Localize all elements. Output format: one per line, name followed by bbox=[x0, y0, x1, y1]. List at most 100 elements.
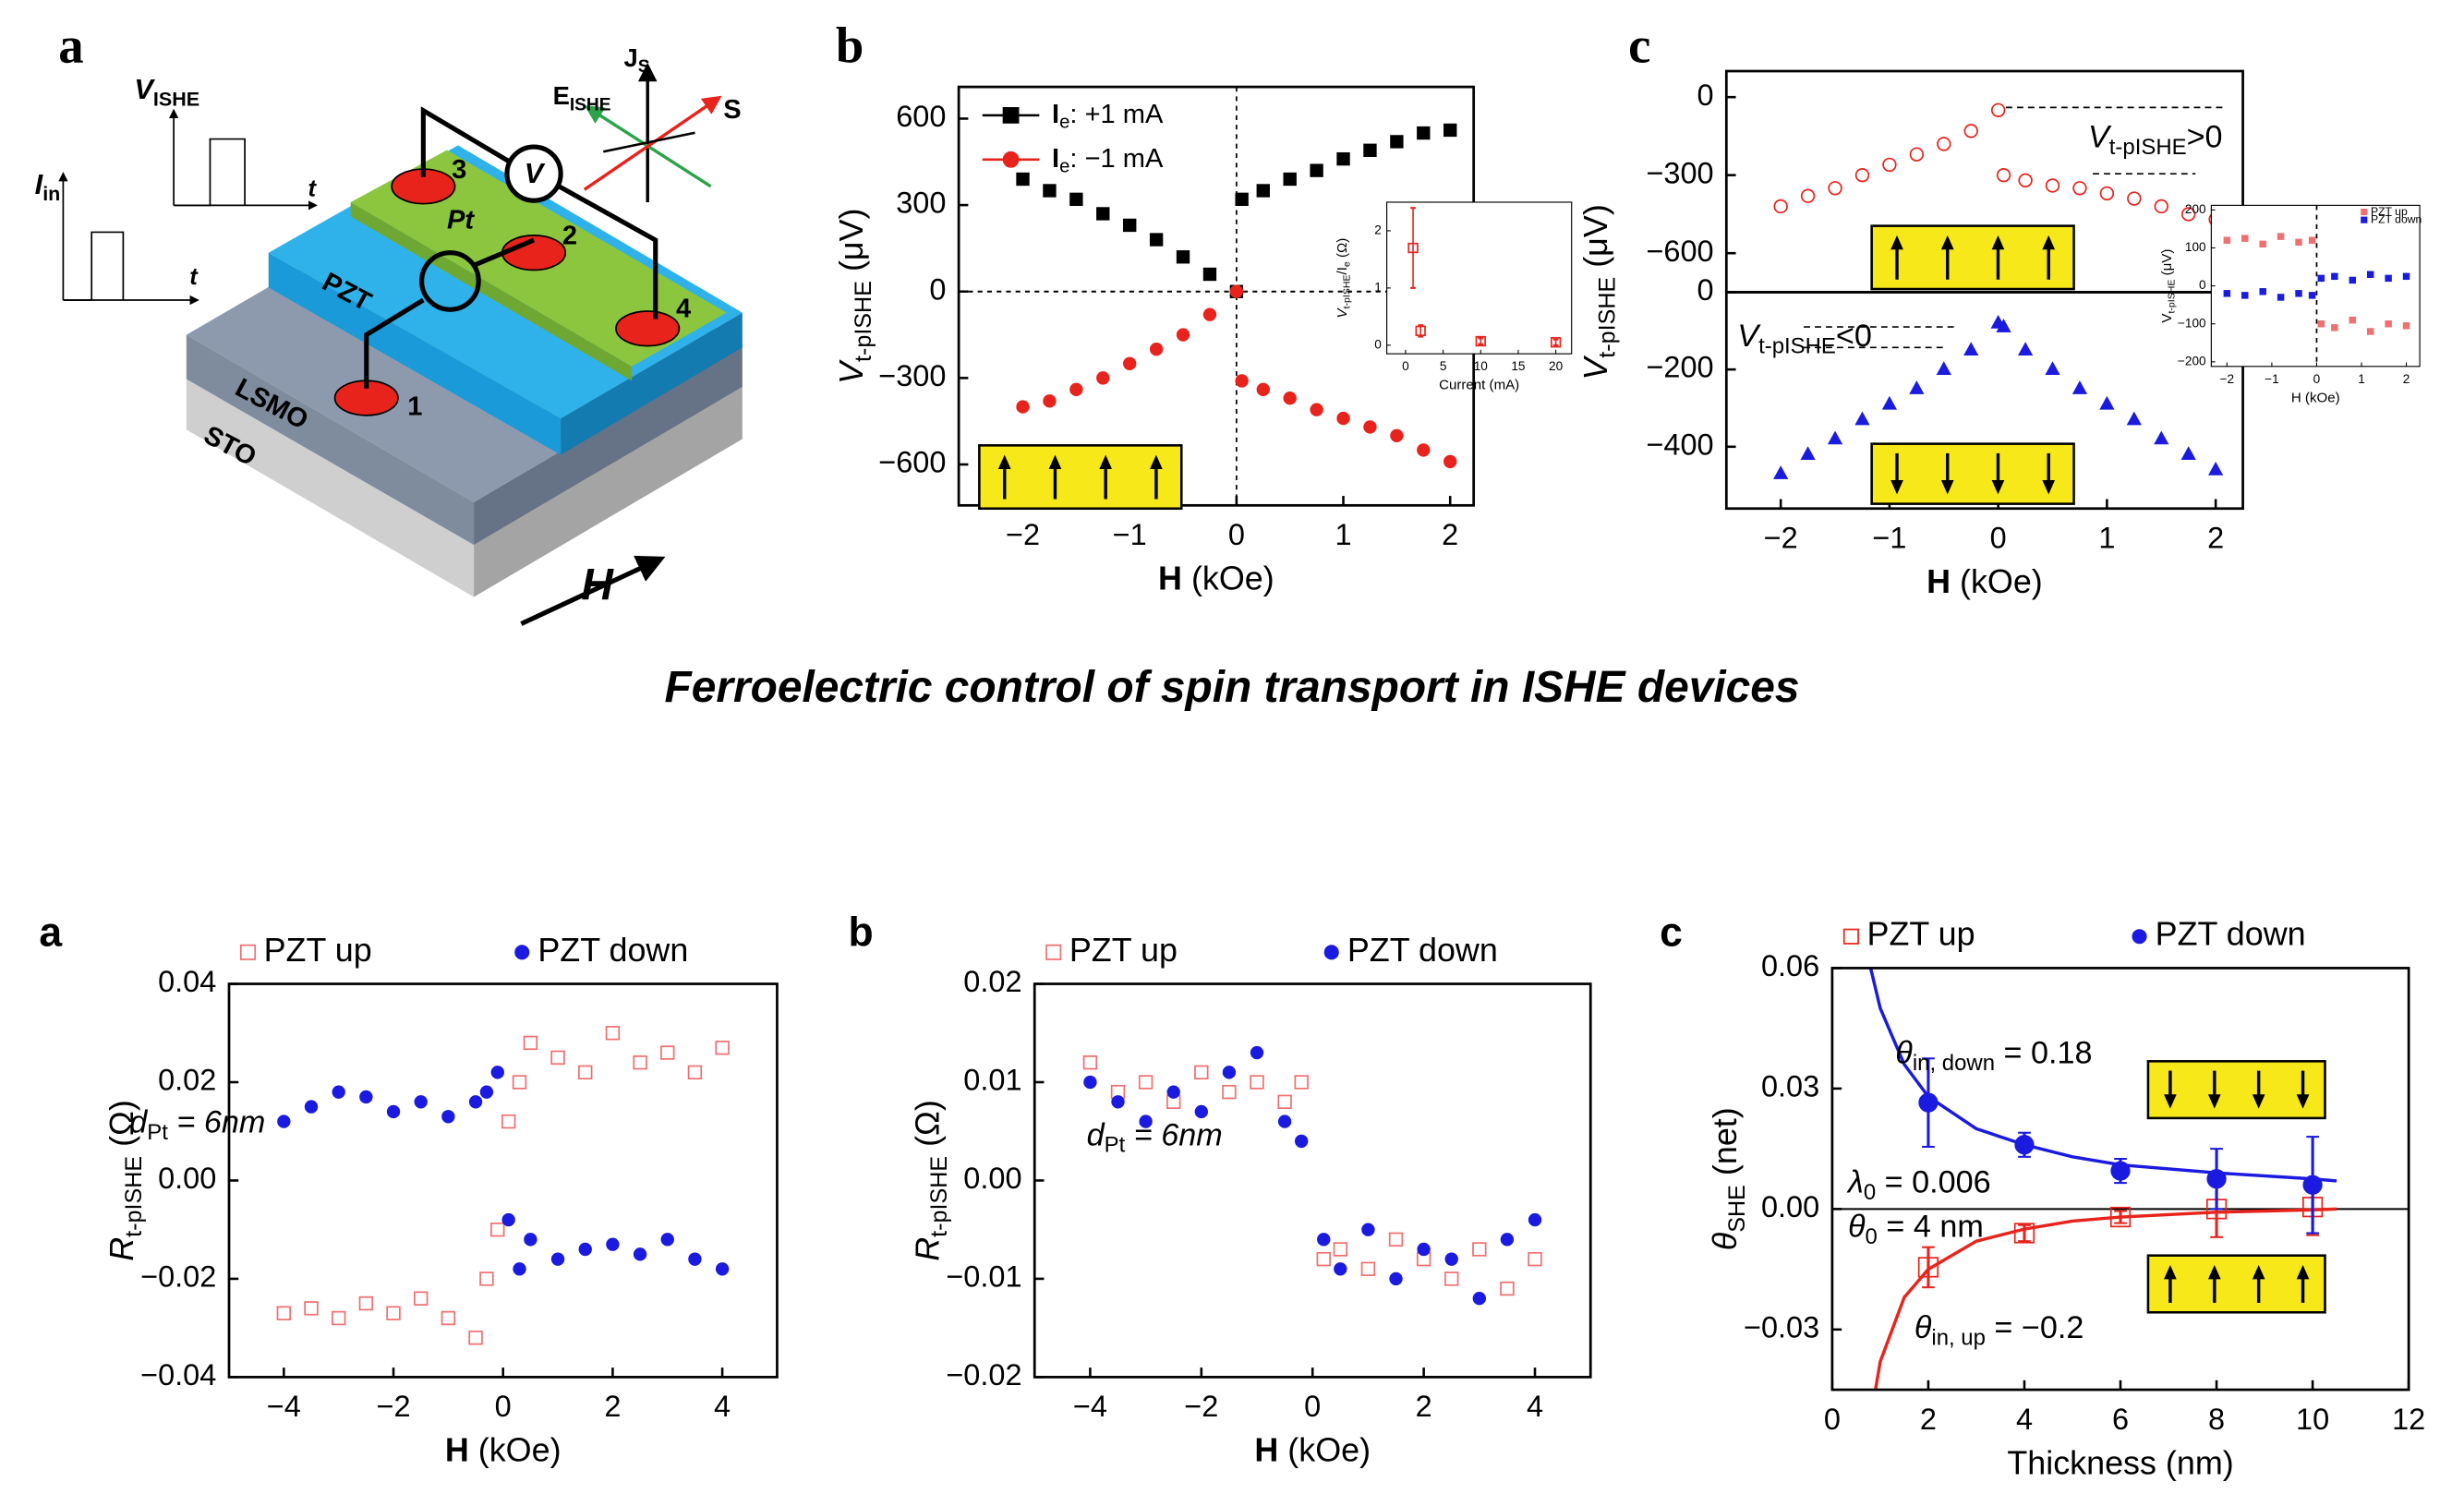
data-point bbox=[359, 1090, 373, 1104]
x-tick-label: 12 bbox=[2392, 1403, 2425, 1436]
polarization-arrowhead bbox=[2207, 1094, 2221, 1109]
data-point bbox=[606, 1237, 620, 1251]
legend-marker bbox=[1002, 151, 1020, 168]
x-tick-label: 2 bbox=[2207, 522, 2224, 555]
data-point bbox=[1069, 382, 1083, 397]
data-point bbox=[1176, 328, 1190, 342]
data-point bbox=[2099, 395, 2115, 410]
schematic-label: t bbox=[189, 264, 199, 290]
data-point bbox=[2099, 186, 2115, 201]
data-point bbox=[1310, 403, 1323, 416]
data-point bbox=[2302, 1175, 2323, 1195]
polarization-arrowhead bbox=[2296, 1094, 2310, 1109]
data-point bbox=[1149, 342, 1164, 356]
data-point bbox=[2331, 272, 2338, 281]
data-point bbox=[605, 1026, 621, 1041]
schematic-label: Iin bbox=[35, 168, 61, 205]
data-point bbox=[1283, 392, 1297, 405]
annotation: dPt = 6nm bbox=[1087, 1117, 1223, 1158]
schematic-label: 1 bbox=[407, 392, 422, 421]
y-tick-label: 0 bbox=[1374, 337, 1382, 351]
data-point bbox=[1283, 172, 1297, 187]
x-tick-label: 10 bbox=[1474, 359, 1489, 373]
y-axis-label-part: SHE bbox=[1723, 1185, 1749, 1233]
pulse bbox=[63, 231, 125, 301]
data-point bbox=[2223, 290, 2231, 297]
data-point bbox=[1443, 454, 1457, 469]
data-point bbox=[1166, 1085, 1180, 1099]
data-point bbox=[578, 1065, 593, 1080]
data-point bbox=[1043, 394, 1057, 408]
y-axis-label-part: t-pISHE bbox=[2166, 280, 2177, 314]
x-tick-label: −2 bbox=[2220, 372, 2235, 386]
y-tick-label: 0 bbox=[929, 272, 946, 306]
x-tick-label: 0 bbox=[1990, 522, 2007, 555]
data-point bbox=[1773, 199, 1788, 214]
annotation-part: Pt bbox=[1105, 1133, 1126, 1158]
y-axis-label-part: (net) bbox=[1707, 1107, 1745, 1185]
x-tick-label: 0 bbox=[2313, 372, 2321, 386]
data-point bbox=[1827, 430, 1843, 445]
data-point bbox=[524, 1233, 537, 1247]
x-tick-label: −4 bbox=[1073, 1390, 1107, 1423]
data-point bbox=[1123, 356, 1137, 370]
data-point bbox=[1083, 1075, 1097, 1090]
data-point bbox=[1909, 380, 1925, 394]
annotation-part: 0 bbox=[1864, 1180, 1876, 1205]
schematic-label-part: S bbox=[638, 57, 650, 77]
polarization-box bbox=[2146, 1060, 2326, 1120]
y-tick-label: 100 bbox=[2185, 240, 2206, 254]
sto-front bbox=[186, 379, 475, 597]
schematic-label-part: Pt bbox=[447, 205, 475, 235]
y-tick-label: −400 bbox=[1646, 428, 1713, 461]
data-point bbox=[2071, 380, 2088, 394]
data-point bbox=[1310, 163, 1323, 177]
legend-label-part: : +1 mA bbox=[1069, 100, 1164, 129]
y-axis-label-part: e bbox=[1342, 261, 1353, 267]
data-point bbox=[490, 1066, 504, 1079]
y-tick-label: −600 bbox=[878, 446, 946, 479]
x-tick-label: 0 bbox=[1402, 359, 1409, 373]
y-axis-label: Vt-pISHE (μV) bbox=[2159, 249, 2177, 323]
polarization-arrowhead bbox=[2296, 1264, 2310, 1280]
data-point bbox=[1316, 1251, 1331, 1267]
data-point bbox=[1235, 192, 1249, 207]
data-point bbox=[468, 1095, 483, 1109]
data-point bbox=[513, 1262, 526, 1276]
s-arrow bbox=[583, 95, 722, 191]
schematic-label-part: 3 bbox=[452, 154, 466, 184]
plot-frame bbox=[1830, 967, 2410, 1392]
guide-lines bbox=[1804, 106, 2228, 349]
data-point bbox=[1389, 1271, 1403, 1286]
y-axis-label-part: (μV) bbox=[1576, 204, 1614, 277]
x-tick-label: 8 bbox=[2208, 1403, 2225, 1436]
annotation-part: = 6nm bbox=[1125, 1117, 1222, 1152]
annotation: θin, down = 0.18 bbox=[1895, 1036, 2092, 1077]
y-tick-label: 0.00 bbox=[963, 1162, 1021, 1195]
legend-label-part: e bbox=[1059, 113, 1069, 133]
data-point bbox=[1333, 1242, 1348, 1257]
annotation-part: V bbox=[1737, 319, 1761, 354]
data-point bbox=[1069, 192, 1083, 207]
data-point bbox=[2180, 207, 2196, 222]
data-point bbox=[386, 1104, 401, 1119]
data-point bbox=[2013, 1223, 2035, 1244]
data-point bbox=[1256, 184, 1270, 198]
data-point bbox=[1336, 411, 1350, 426]
panel-label: c bbox=[1628, 17, 1650, 73]
data-point bbox=[2317, 320, 2325, 328]
voltmeter bbox=[504, 144, 563, 203]
schematic-label: JS bbox=[624, 43, 650, 77]
y-tick-label: −0.02 bbox=[946, 1358, 1021, 1392]
annotation-part: t-pISHE bbox=[1758, 334, 1836, 359]
data-point bbox=[1550, 337, 1562, 348]
y-tick-label: 0.03 bbox=[1761, 1069, 1819, 1102]
data-point bbox=[1149, 233, 1164, 247]
data-point bbox=[1096, 207, 1110, 221]
legend-label: PZT down bbox=[1347, 931, 1498, 969]
annotation-part: θ bbox=[1848, 1210, 1866, 1245]
wire bbox=[420, 106, 511, 177]
data-point bbox=[1963, 342, 1979, 356]
current-source bbox=[419, 250, 481, 312]
data-point bbox=[715, 1041, 730, 1055]
